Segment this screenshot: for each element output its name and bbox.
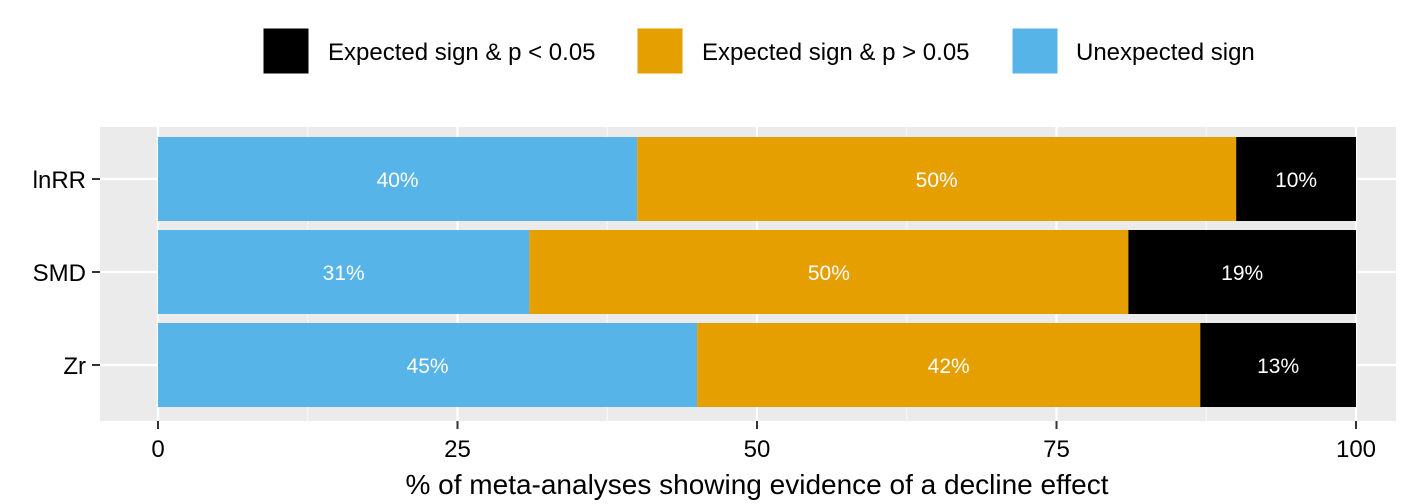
legend-key [1011,27,1059,75]
bar-segment [158,230,530,314]
x-tick-label: 75 [1043,436,1070,463]
legend-label: Expected sign & p > 0.05 [702,39,970,66]
bar-segment [529,230,1129,314]
x-tick-label: 25 [444,436,471,463]
y-tick-label: Zr [63,353,86,380]
bar-data-label: 31% [323,262,365,285]
bar-segment [158,137,638,221]
legend-key [636,27,684,75]
bar-data-label: 45% [407,355,449,378]
bar-segment [158,323,698,407]
x-tick-label: 50 [744,436,771,463]
bar-data-label: 50% [916,169,958,192]
x-tick-label: 0 [151,436,164,463]
legend-label: Unexpected sign [1076,39,1255,66]
bar-segment [637,137,1237,221]
y-tick-label: SMD [33,260,86,287]
bar-segment [697,323,1201,407]
bar-data-label: 10% [1275,169,1317,192]
bar-segment [1200,323,1356,407]
bar-segment [1128,230,1356,314]
y-tick-label: lnRR [33,167,86,194]
bar-data-label: 19% [1221,262,1263,285]
bar-segment [1236,137,1356,221]
legend-key [262,27,310,75]
bar-data-label: 50% [808,262,850,285]
bar-data-label: 13% [1257,355,1299,378]
x-tick-label: 100 [1336,436,1376,463]
bar-data-label: 40% [377,169,419,192]
legend-label: Expected sign & p < 0.05 [328,39,596,66]
bar-data-label: 42% [928,355,970,378]
x-axis-title: % of meta-analyses showing evidence of a… [405,469,1108,500]
